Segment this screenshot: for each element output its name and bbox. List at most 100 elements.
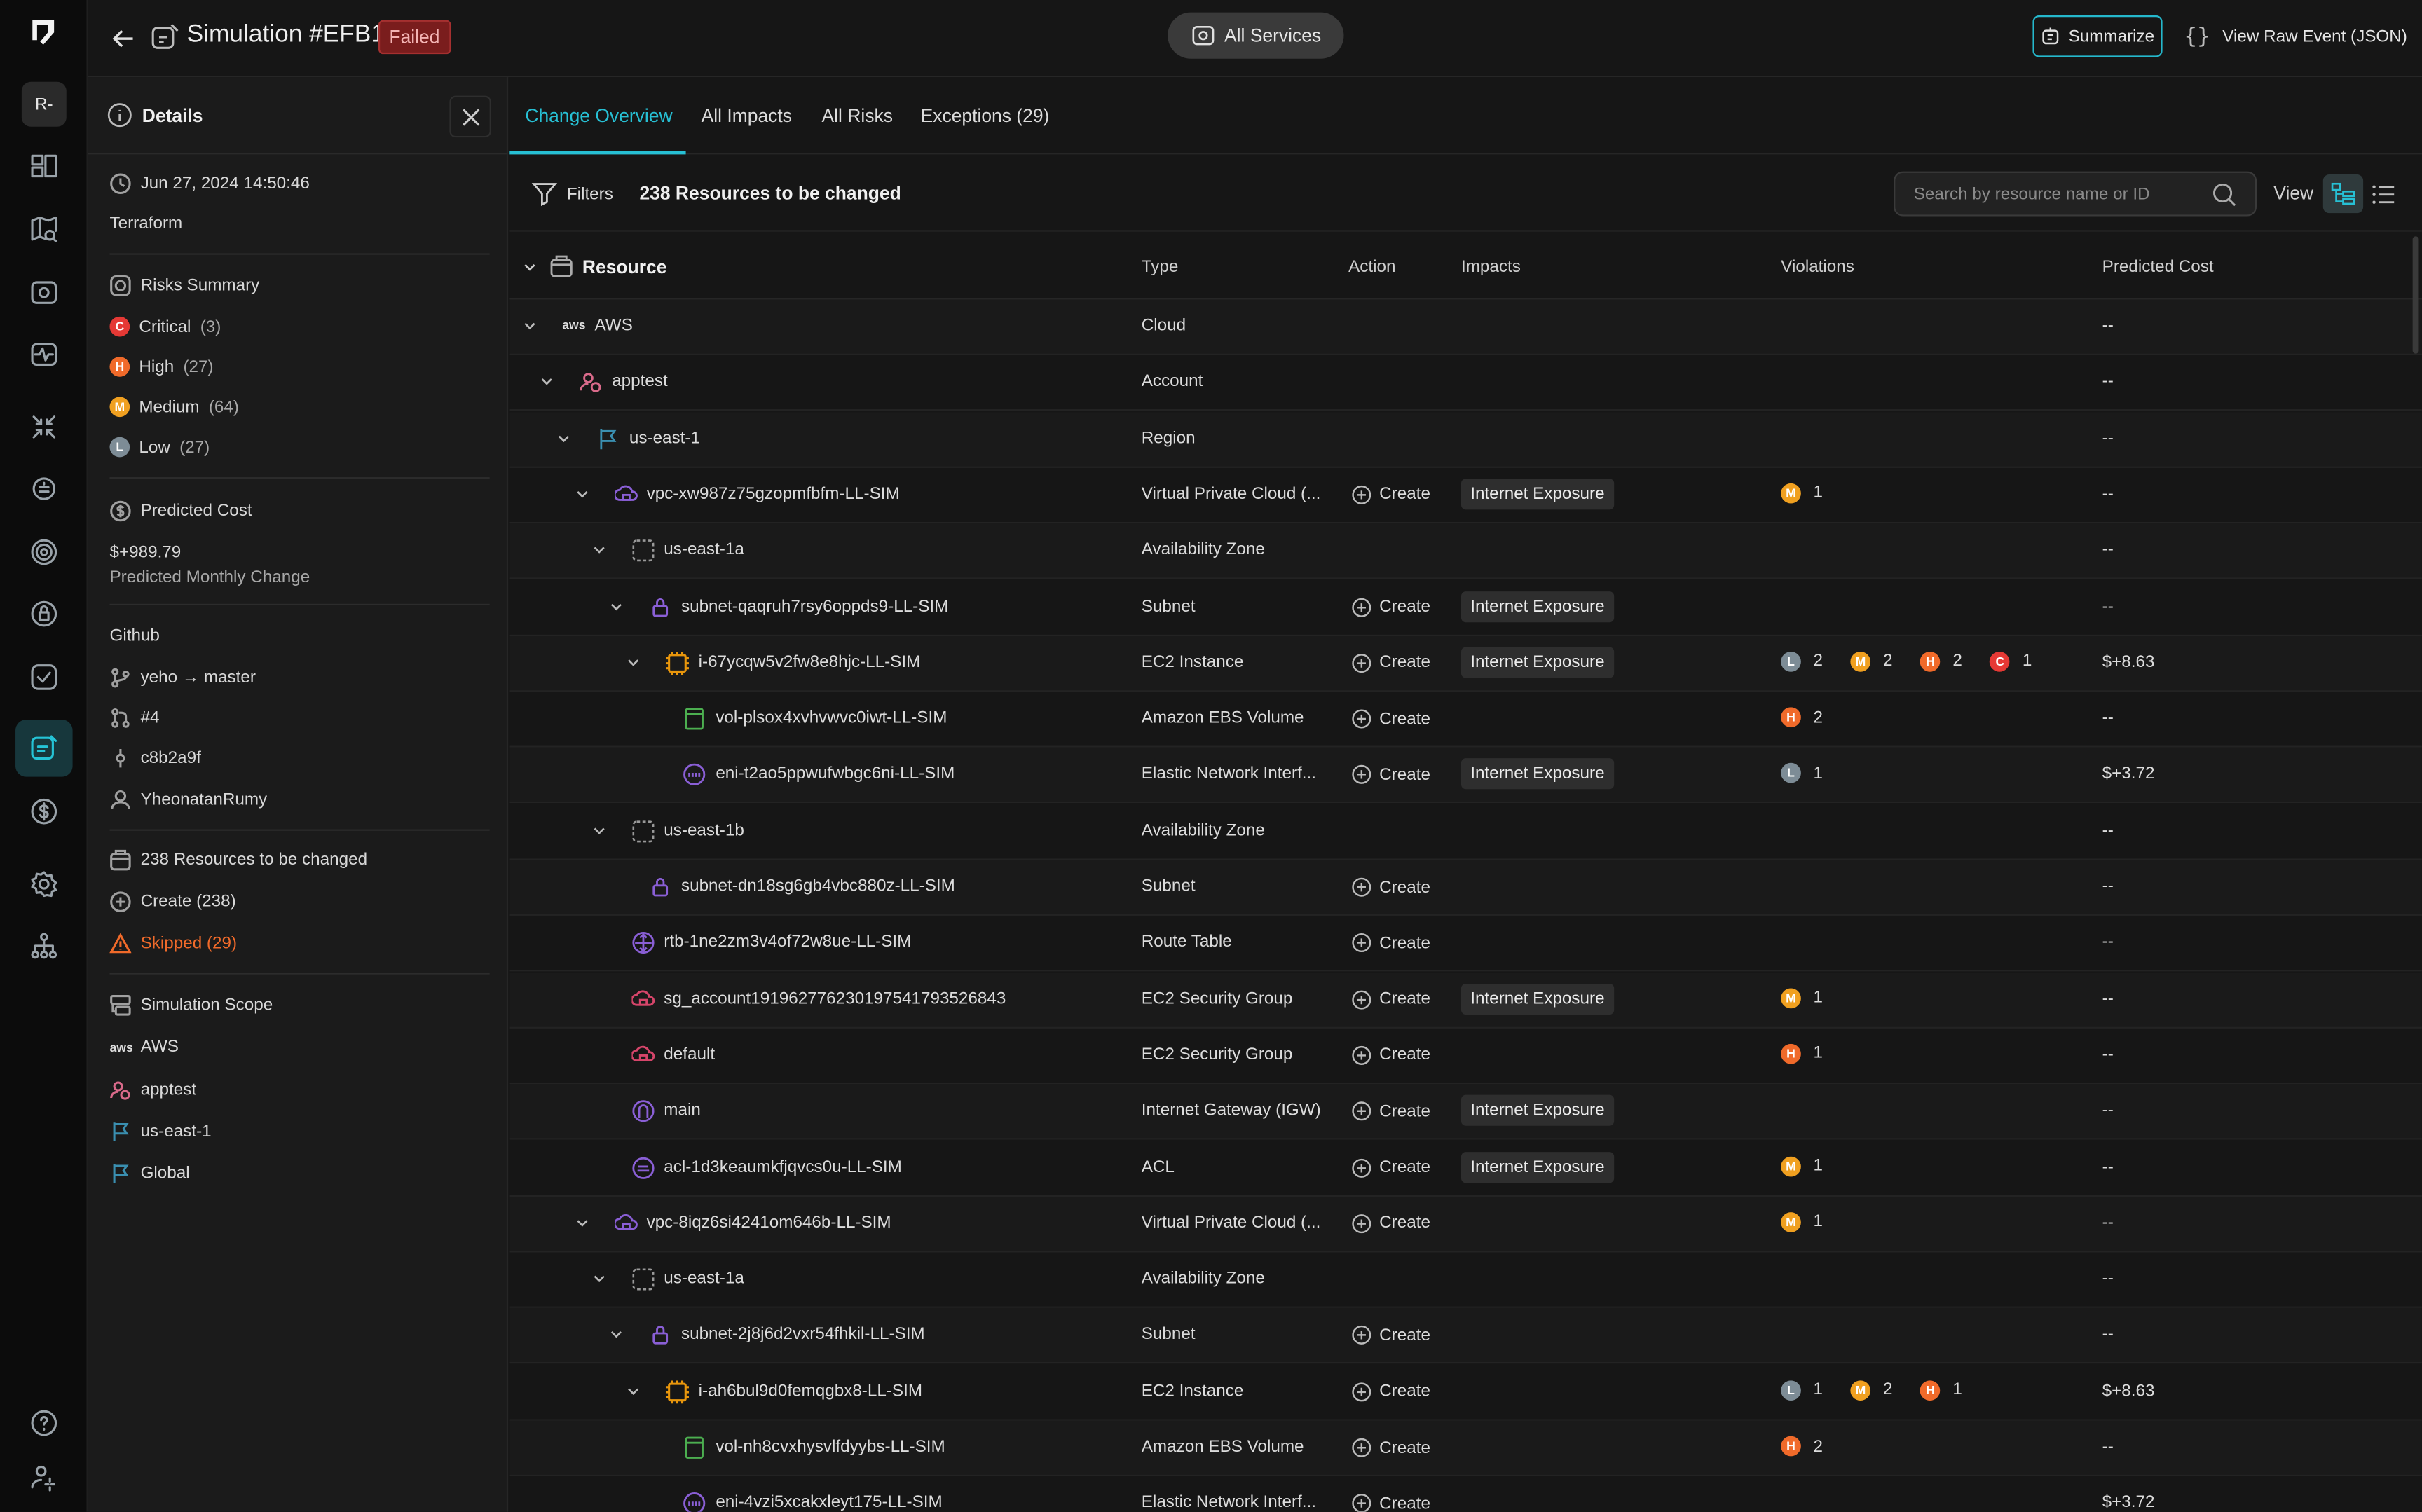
back-arrow-icon[interactable] <box>109 25 137 53</box>
view-raw-event-button[interactable]: {} View Raw Event (JSON) <box>2184 25 2407 49</box>
chevron-down-icon[interactable] <box>626 654 641 670</box>
impact-tag[interactable]: Internet Exposure <box>1460 983 1614 1015</box>
activity-icon[interactable] <box>26 336 60 370</box>
collapse-all-icon[interactable] <box>522 259 538 275</box>
risk-critical[interactable]: C Critical (3) <box>109 316 221 337</box>
risk-medium[interactable]: M Medium (64) <box>109 397 239 418</box>
dashboard-icon[interactable] <box>26 149 60 182</box>
table-row[interactable]: acl-1d3keaumkfjqvcs0u-LL-SIM ACL Create Int… <box>509 1141 2422 1196</box>
risk-low[interactable]: L Low (27) <box>109 437 210 458</box>
resource-name[interactable]: vpc-8iqz6si4241om646b-LL-SIM <box>646 1213 891 1232</box>
resource-name[interactable]: subnet-2j8j6d2vxr54fhkil-LL-SIM <box>680 1325 925 1345</box>
resource-name[interactable]: us-east-1a <box>664 540 744 560</box>
risk-high[interactable]: H High (27) <box>109 357 214 377</box>
branch-row[interactable]: yeho → master <box>109 667 256 689</box>
resource-name[interactable]: i-ah6bul9d0femqgbx8-LL-SIM <box>698 1381 923 1401</box>
lock-icon[interactable] <box>26 596 60 630</box>
tree-view-button[interactable] <box>2322 174 2364 214</box>
settings-icon[interactable] <box>26 866 60 900</box>
cost-icon[interactable] <box>26 794 60 827</box>
bug-icon[interactable] <box>26 471 60 504</box>
table-row[interactable]: i-67ycqw5v2fw8e8hjc-LL-SIM EC2 Instance Cr… <box>509 635 2422 692</box>
tab-all-risks[interactable]: All Risks <box>821 104 893 127</box>
impact-tag[interactable]: Internet Exposure <box>1460 759 1614 790</box>
table-row[interactable]: eni-t2ao5ppwufwbgc6ni-LL-SIM Elastic Netw… <box>509 748 2422 804</box>
table-row[interactable]: vpc-8iqz6si4241om646b-LL-SIM Virtual Priv… <box>509 1196 2422 1252</box>
close-details-button[interactable] <box>449 95 491 138</box>
summarize-button[interactable]: Summarize <box>2032 15 2163 57</box>
table-row[interactable]: rtb-1ne2zm3v4of72w8ue-LL-SIM Route Table C… <box>509 916 2422 972</box>
resource-name[interactable]: default <box>664 1045 716 1064</box>
resource-name[interactable]: acl-1d3keaumkfjqvcs0u-LL-SIM <box>664 1157 902 1176</box>
chevron-down-icon[interactable] <box>591 542 607 558</box>
resource-name[interactable]: vol-plsox4xvhvwvc0iwt-LL-SIM <box>716 708 947 728</box>
commit-row[interactable]: c8b2a9f <box>109 748 201 769</box>
resource-name[interactable]: us-east-1b <box>664 820 744 840</box>
table-row[interactable]: subnet-2j8j6d2vxr54fhkil-LL-SIM Subnet Cre… <box>509 1308 2422 1364</box>
create-row[interactable]: Create (238) <box>109 891 236 913</box>
tab-all-impacts[interactable]: All Impacts <box>701 104 792 127</box>
check-icon[interactable] <box>26 659 60 693</box>
collapse-arrows-icon[interactable] <box>26 409 60 443</box>
simulation-icon[interactable] <box>15 720 73 777</box>
column-predicted-cost[interactable]: Predicted Cost <box>2102 258 2214 277</box>
table-row[interactable]: vol-plsox4xvhvwvc0iwt-LL-SIM Amazon EBS V… <box>509 692 2422 748</box>
resource-name[interactable]: vpc-xw987z75gzopmfbfm-LL-SIM <box>646 484 900 504</box>
resource-name[interactable]: eni-4vzi5xcakxleyt175-LL-SIM <box>716 1493 943 1512</box>
column-action[interactable]: Action <box>1348 258 1396 277</box>
impact-tag[interactable]: Internet Exposure <box>1460 478 1614 510</box>
workspace-switcher[interactable]: R- <box>21 81 67 127</box>
table-row[interactable]: us-east-1b Availability Zone -- <box>509 804 2422 860</box>
chevron-down-icon[interactable] <box>556 430 572 446</box>
resource-name[interactable]: subnet-qaqruh7rsy6oppds9-LL-SIM <box>680 596 949 616</box>
table-row[interactable]: vol-nh8cvxhysvlfdyybs-LL-SIM Amazon EBS V… <box>509 1420 2422 1477</box>
chevron-down-icon[interactable] <box>608 1327 624 1342</box>
column-resource[interactable]: Resource <box>582 256 667 278</box>
table-row[interactable]: subnet-dn18sg6gb4vbc880z-LL-SIM Subnet Cre… <box>509 860 2422 916</box>
target-icon[interactable] <box>26 535 60 568</box>
resource-name[interactable]: AWS <box>594 316 633 336</box>
table-row[interactable]: us-east-1 Region -- <box>509 411 2422 467</box>
table-row[interactable]: us-east-1a Availability Zone -- <box>509 1253 2422 1308</box>
help-icon[interactable] <box>26 1406 60 1439</box>
tab-change-overview[interactable]: Change Overview <box>525 104 673 127</box>
resource-name[interactable]: i-67ycqw5v2fw8e8hjc-LL-SIM <box>698 652 921 672</box>
table-row[interactable]: us-east-1a Availability Zone -- <box>509 523 2422 579</box>
impact-tag[interactable]: Internet Exposure <box>1460 647 1614 678</box>
table-row[interactable]: main Internet Gateway (IGW) Create Internet… <box>509 1084 2422 1140</box>
impact-tag[interactable]: Internet Exposure <box>1460 1095 1614 1127</box>
logo-icon[interactable] <box>28 17 59 48</box>
resource-name[interactable]: vol-nh8cvxhysvlfdyybs-LL-SIM <box>716 1437 945 1457</box>
chevron-down-icon[interactable] <box>522 318 538 334</box>
chevron-down-icon[interactable] <box>608 598 624 614</box>
tab-exceptions[interactable]: Exceptions (29) <box>920 104 1050 127</box>
pr-row[interactable]: #4 <box>109 707 160 729</box>
table-row[interactable]: aws AWS Cloud -- <box>509 299 2422 355</box>
chevron-down-icon[interactable] <box>591 823 607 838</box>
skipped-row[interactable]: Skipped (29) <box>109 933 237 954</box>
resource-name[interactable]: us-east-1 <box>629 428 700 448</box>
chevron-down-icon[interactable] <box>540 374 555 390</box>
chevron-down-icon[interactable] <box>574 1215 589 1230</box>
resource-name[interactable]: us-east-1a <box>664 1269 744 1288</box>
resource-name[interactable]: rtb-1ne2zm3v4of72w8ue-LL-SIM <box>664 933 912 952</box>
resource-name[interactable]: subnet-dn18sg6gb4vbc880z-LL-SIM <box>680 877 955 896</box>
resource-name[interactable]: main <box>664 1101 701 1120</box>
column-impacts[interactable]: Impacts <box>1460 258 1521 277</box>
vertical-scrollbar[interactable] <box>2412 236 2419 354</box>
table-row[interactable]: apptest Account -- <box>509 356 2422 411</box>
chevron-down-icon[interactable] <box>626 1383 641 1398</box>
resource-name[interactable]: eni-t2ao5ppwufwbgc6ni-LL-SIM <box>716 764 955 784</box>
map-search-icon[interactable] <box>26 212 60 245</box>
